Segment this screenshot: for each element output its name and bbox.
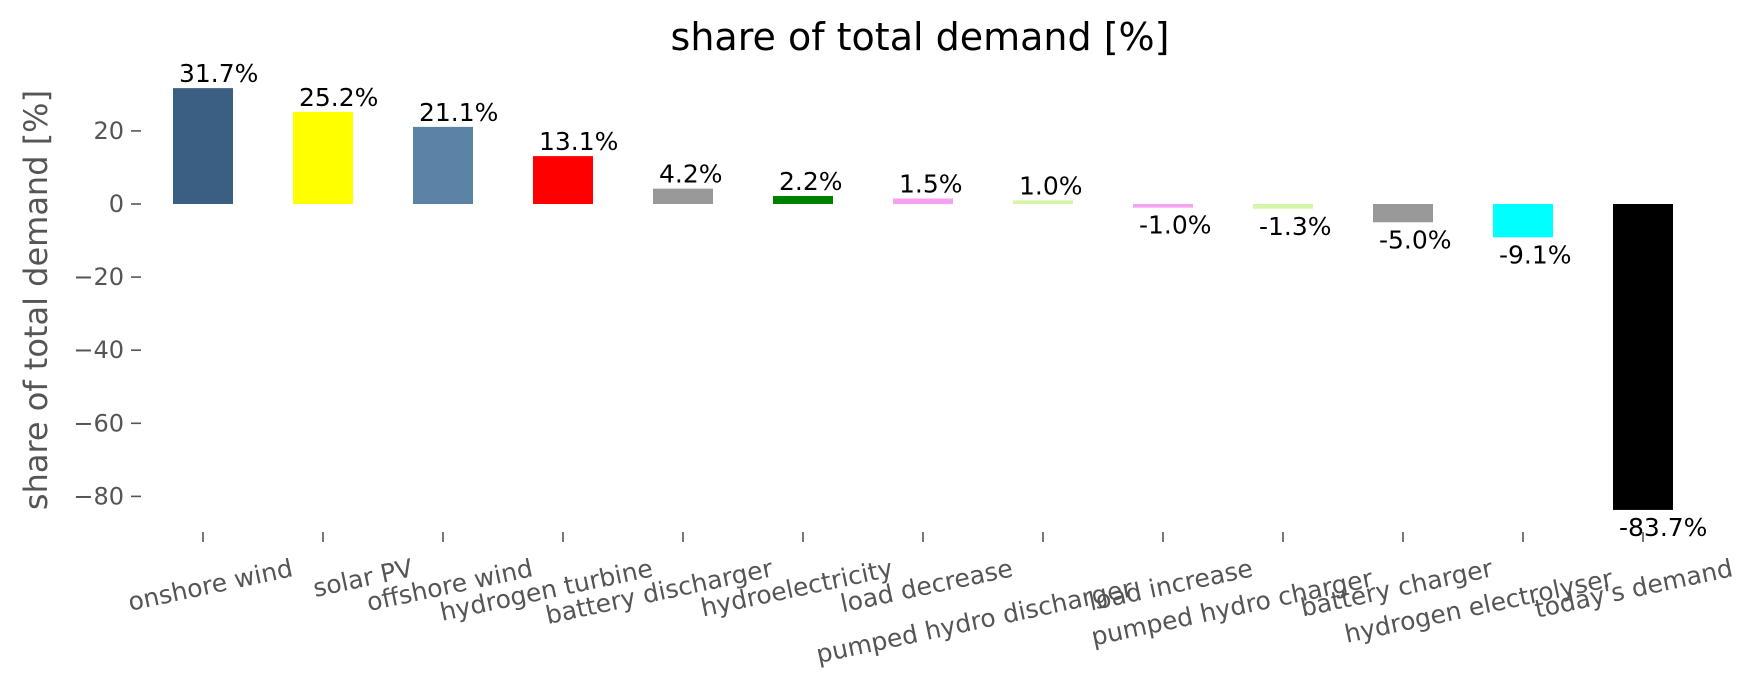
bar	[1613, 204, 1673, 510]
y-tick-label: 0	[109, 190, 124, 218]
bar	[1253, 204, 1313, 209]
data-label: 31.7%	[179, 59, 258, 88]
bar	[1133, 204, 1193, 208]
data-label: 21.1%	[419, 98, 498, 127]
data-label: -1.0%	[1139, 211, 1212, 240]
y-tick-label: −20	[73, 263, 124, 291]
bar	[413, 126, 473, 204]
bar	[893, 198, 953, 204]
y-tick-label: −60	[73, 409, 124, 437]
y-axis-label: share of total demand [%]	[17, 90, 55, 510]
x-tick-label: today's demand	[1532, 554, 1735, 624]
bar	[173, 88, 233, 204]
x-tick-label: onshore wind	[125, 554, 295, 617]
y-axis: 20 0 −20 −40 −60 −80	[73, 117, 141, 510]
bar	[1493, 204, 1553, 238]
bar	[773, 195, 833, 204]
bar	[533, 156, 593, 204]
data-label: 1.0%	[1019, 171, 1083, 200]
data-label: -9.1%	[1499, 240, 1572, 269]
data-label: 25.2%	[299, 83, 378, 112]
bar	[653, 188, 713, 204]
data-label: 1.5%	[899, 170, 963, 199]
y-tick-label: −80	[73, 482, 124, 510]
chart-title: share of total demand [%]	[671, 15, 1170, 59]
bar	[293, 111, 353, 204]
data-label: -1.3%	[1259, 212, 1332, 241]
bar	[1013, 200, 1073, 204]
data-labels: 31.7% 25.2% 21.1% 13.1% 4.2% 2.2% 1.5% 1.0% -1.0…	[179, 59, 1707, 542]
bar	[1373, 204, 1433, 223]
data-label: 4.2%	[659, 160, 723, 189]
data-label: 13.1%	[539, 127, 618, 156]
data-label: 2.2%	[779, 167, 843, 196]
bars	[173, 88, 1673, 510]
data-label: -5.0%	[1379, 225, 1452, 254]
y-tick-label: −40	[73, 336, 124, 364]
y-tick-label: 20	[93, 117, 124, 145]
data-label: -83.7%	[1619, 513, 1707, 542]
